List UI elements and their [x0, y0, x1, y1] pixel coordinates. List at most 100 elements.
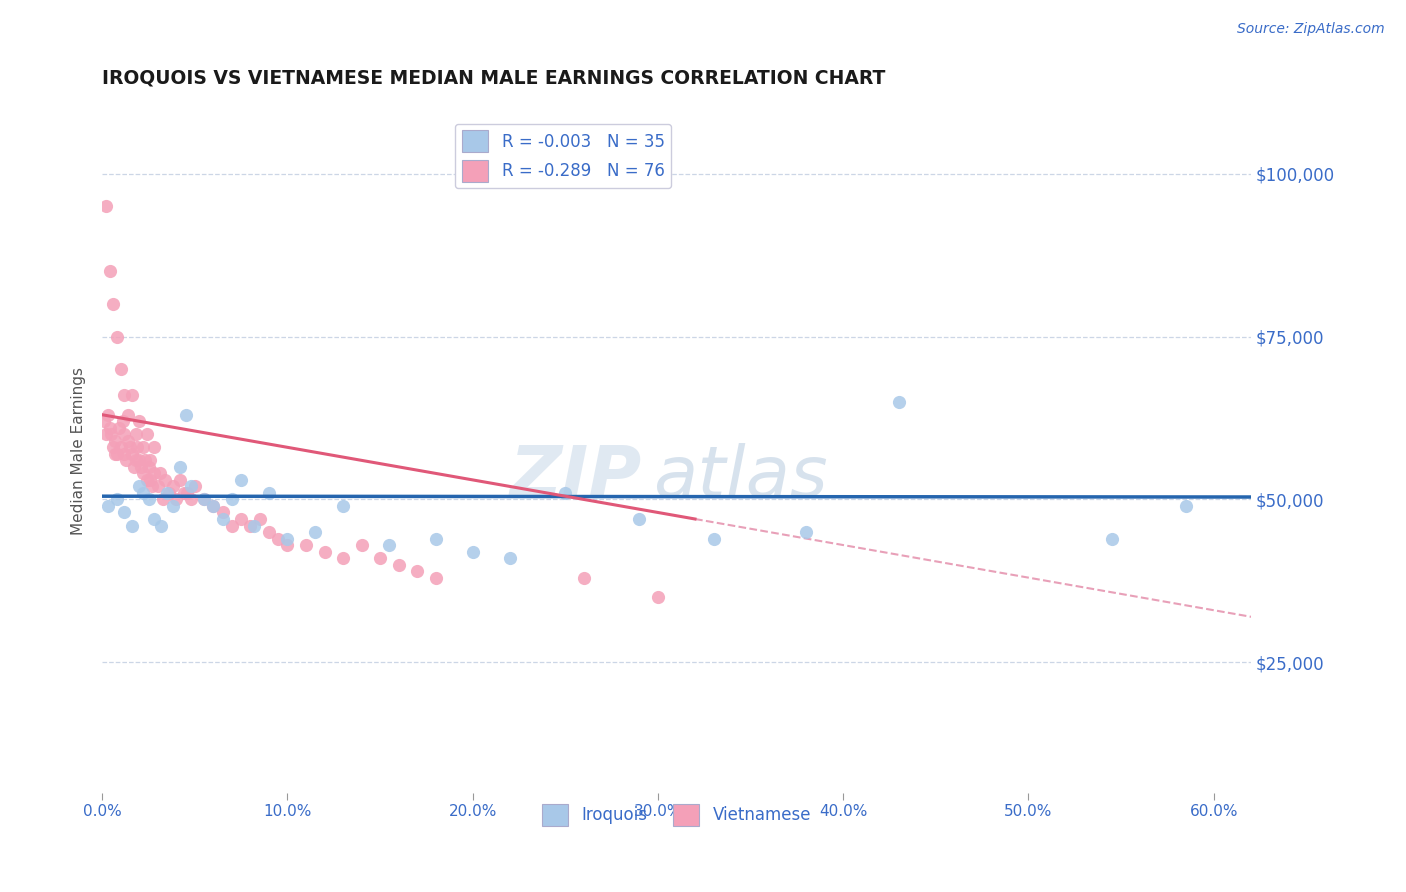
Point [174, 408, 197, 422]
Point [98, 421, 121, 435]
Point [628, 512, 651, 526]
Point [97, 499, 120, 513]
Point [332, 551, 354, 566]
Point [388, 558, 411, 572]
Point [202, 499, 225, 513]
Point [202, 499, 225, 513]
Point [157, 486, 180, 500]
Point [128, 453, 150, 467]
Point [134, 453, 156, 467]
Text: Source: ZipAtlas.com: Source: ZipAtlas.com [1237, 22, 1385, 37]
Point [98, 264, 121, 278]
Point [231, 512, 253, 526]
Point [114, 447, 136, 461]
Point [121, 388, 143, 402]
Point [165, 492, 187, 507]
Point [138, 492, 160, 507]
Point [124, 453, 146, 467]
Point [211, 506, 233, 520]
Point [887, 394, 910, 409]
Legend: Iroquois, Vietnamese: Iroquois, Vietnamese [536, 797, 818, 832]
Point [104, 434, 127, 448]
Point [314, 544, 336, 558]
Point [153, 473, 176, 487]
Point [104, 447, 127, 461]
Point [1101, 532, 1123, 546]
Point [221, 492, 243, 507]
Point [114, 427, 136, 442]
Point [138, 459, 160, 474]
Point [122, 459, 145, 474]
Point [111, 414, 134, 428]
Point [304, 524, 326, 539]
Point [110, 362, 132, 376]
Point [162, 479, 184, 493]
Point [115, 453, 138, 467]
Point [132, 486, 155, 500]
Point [150, 518, 173, 533]
Point [193, 492, 215, 507]
Point [117, 408, 139, 422]
Point [118, 440, 141, 454]
Point [169, 473, 191, 487]
Point [121, 518, 143, 533]
Point [176, 486, 198, 500]
Point [139, 453, 162, 467]
Point [184, 479, 207, 493]
Point [794, 524, 817, 539]
Point [173, 486, 195, 500]
Point [143, 467, 166, 481]
Point [295, 538, 318, 552]
Point [121, 447, 143, 461]
Point [249, 512, 271, 526]
Text: ZIP: ZIP [510, 443, 643, 512]
Point [110, 440, 132, 454]
Point [105, 329, 128, 343]
Point [499, 551, 522, 566]
Point [93, 414, 115, 428]
Point [100, 427, 122, 442]
Point [103, 297, 125, 311]
Point [129, 459, 152, 474]
Point [97, 408, 120, 422]
Point [156, 486, 179, 500]
Point [276, 538, 298, 552]
Point [211, 512, 233, 526]
Point [135, 473, 157, 487]
Point [554, 486, 576, 500]
Point [152, 492, 174, 507]
Point [193, 492, 215, 507]
Point [108, 421, 131, 435]
Point [117, 434, 139, 448]
Point [257, 486, 280, 500]
Y-axis label: Median Male Earnings: Median Male Earnings [72, 367, 86, 534]
Point [94, 427, 117, 442]
Point [257, 524, 280, 539]
Point [127, 440, 149, 454]
Point [572, 571, 595, 585]
Point [425, 532, 447, 546]
Point [114, 506, 136, 520]
Point [350, 538, 373, 552]
Point [132, 467, 155, 481]
Point [114, 388, 136, 402]
Point [132, 440, 155, 454]
Point [239, 518, 262, 533]
Point [105, 492, 128, 507]
Point [647, 590, 669, 604]
Point [461, 544, 484, 558]
Text: IROQUOIS VS VIETNAMESE MEDIAN MALE EARNINGS CORRELATION CHART: IROQUOIS VS VIETNAMESE MEDIAN MALE EARNI… [103, 69, 886, 87]
Point [128, 479, 150, 493]
Point [243, 518, 266, 533]
Point [143, 440, 166, 454]
Point [135, 427, 157, 442]
Point [378, 538, 401, 552]
Point [406, 564, 429, 578]
Point [276, 532, 298, 546]
Point [332, 499, 354, 513]
Point [180, 492, 202, 507]
Point [702, 532, 724, 546]
Point [139, 473, 162, 487]
Point [124, 427, 146, 442]
Point [94, 199, 117, 213]
